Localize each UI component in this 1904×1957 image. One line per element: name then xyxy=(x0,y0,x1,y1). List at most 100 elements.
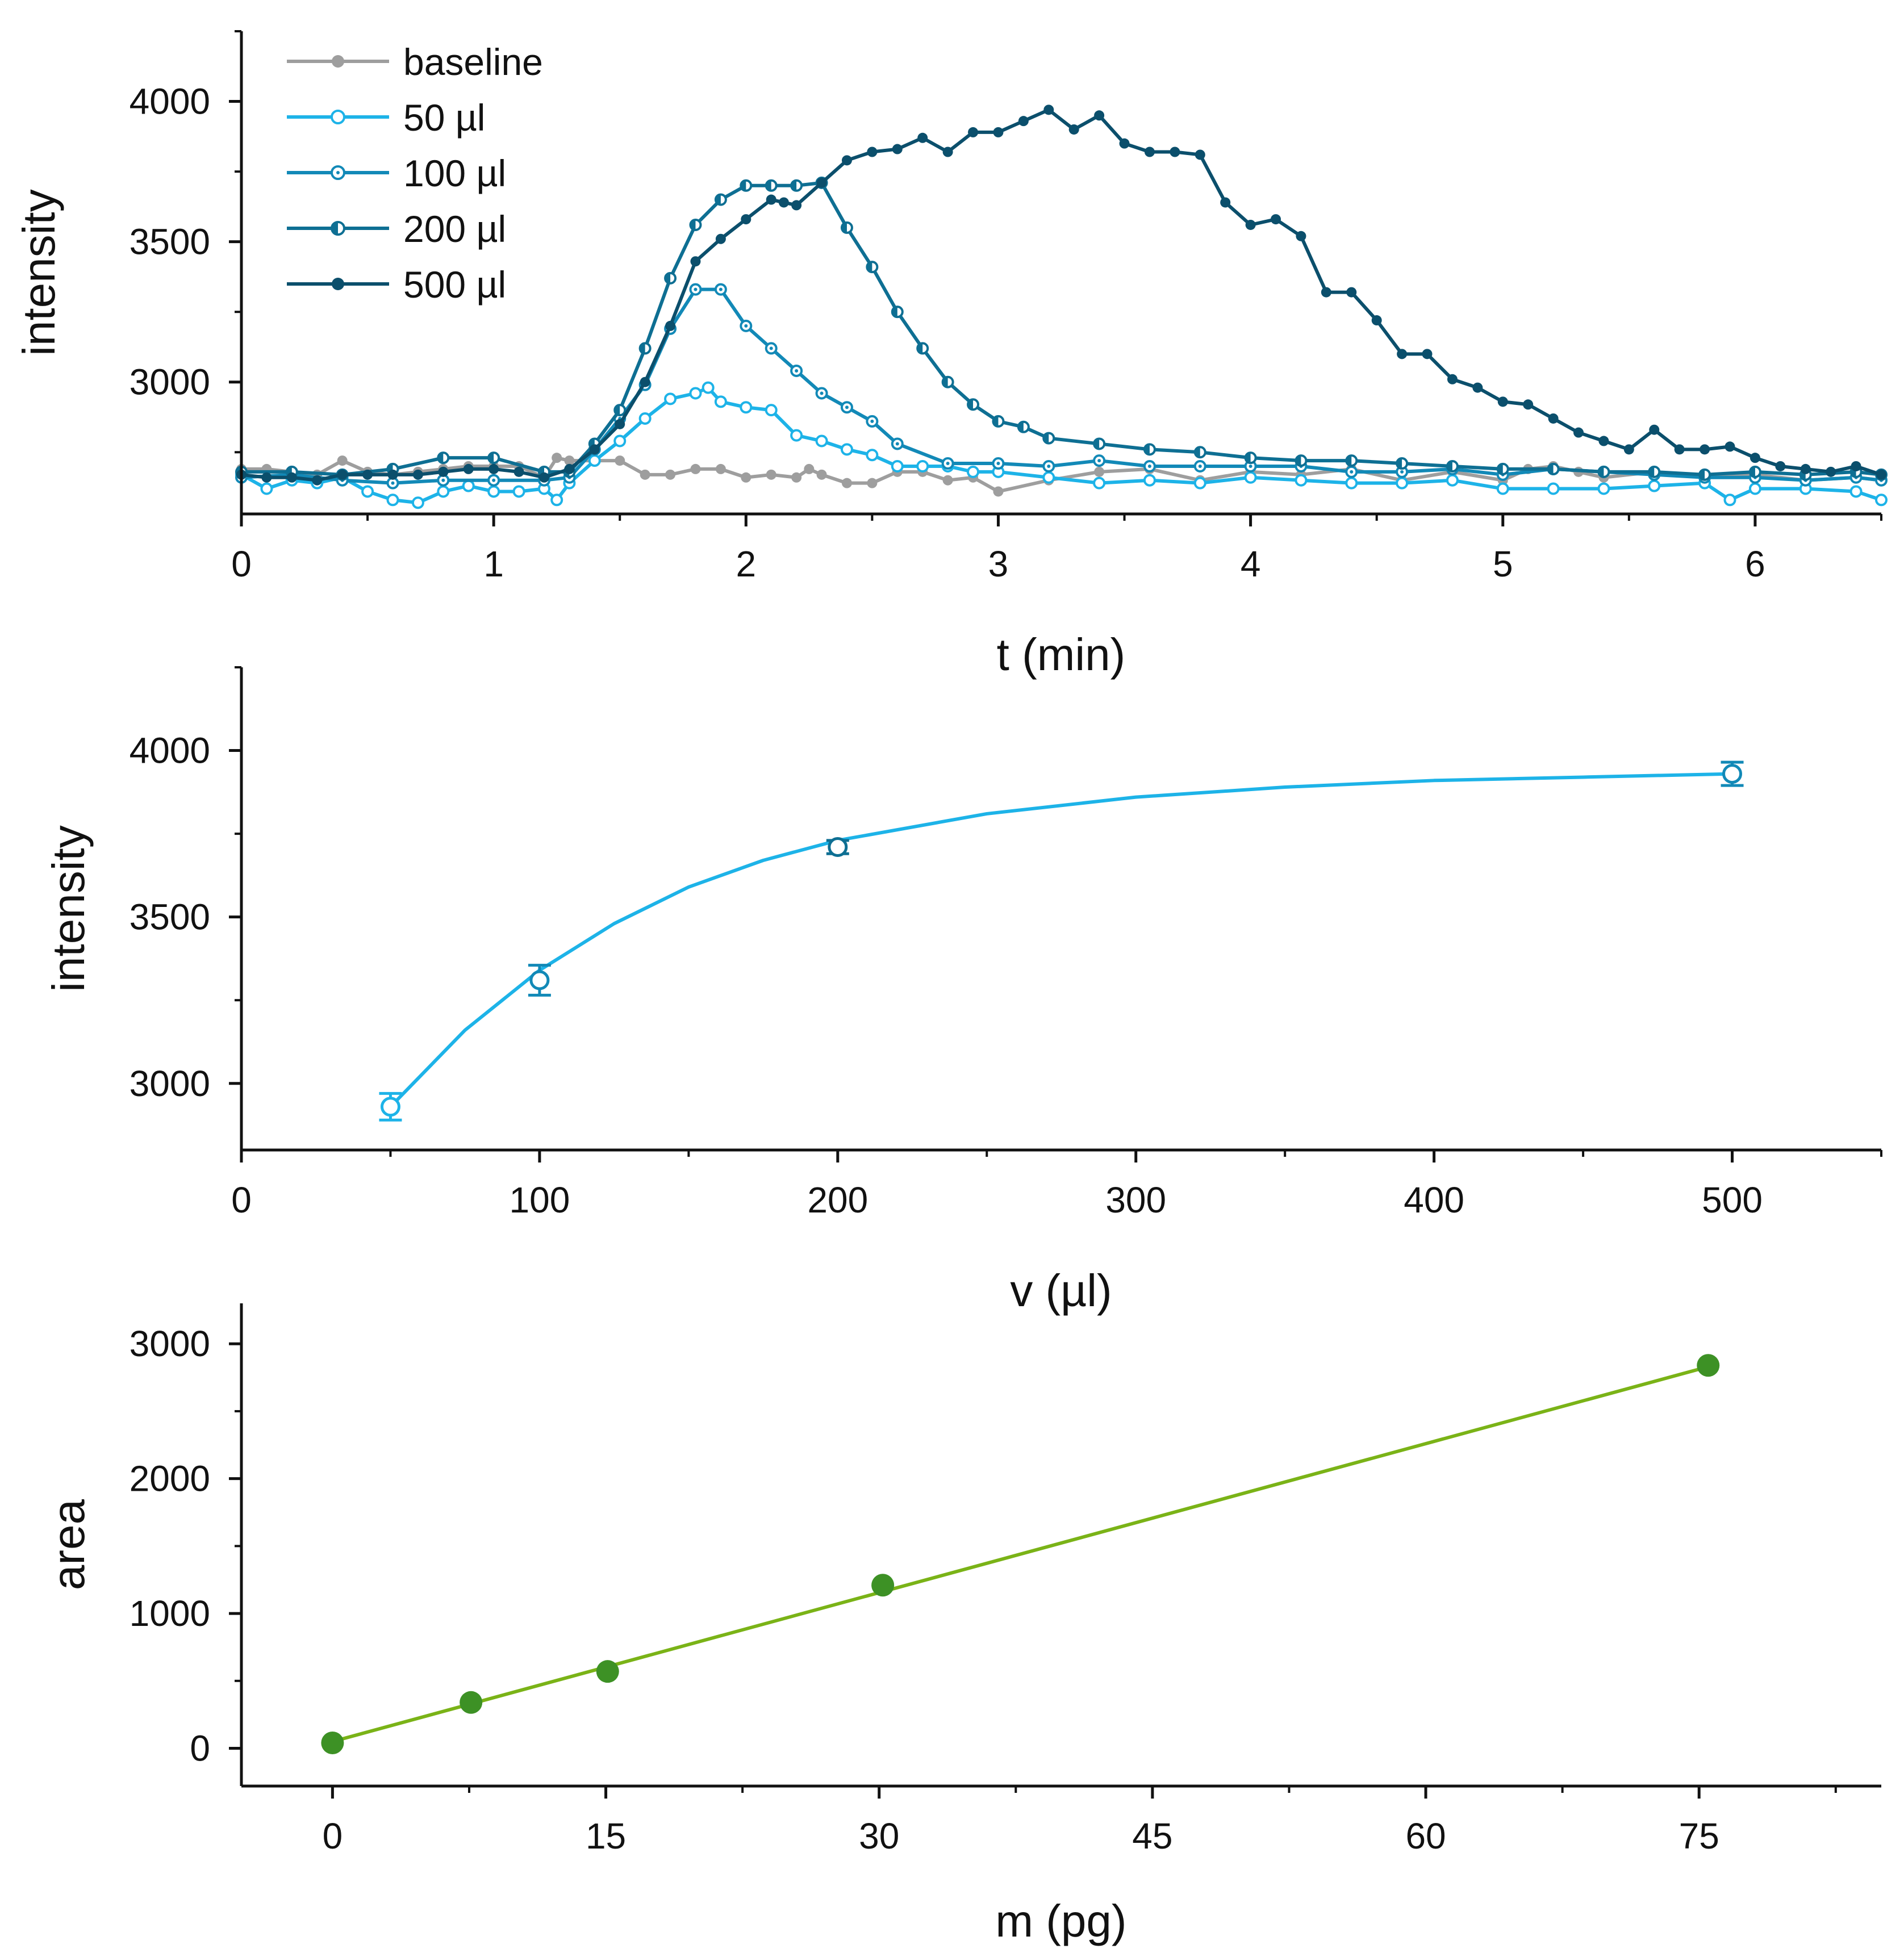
series-point-center xyxy=(946,462,950,466)
series-point xyxy=(1345,476,1358,490)
series-point xyxy=(1346,287,1357,298)
series-point xyxy=(337,455,348,466)
series-point-center xyxy=(744,324,748,328)
series-point xyxy=(1875,494,1888,507)
panel2-xtick-label: 300 xyxy=(1105,1180,1166,1220)
legend-label-1: 50 µl xyxy=(403,97,485,139)
series-point xyxy=(1422,349,1433,359)
series-point-half xyxy=(615,405,620,416)
series-point xyxy=(1749,453,1760,463)
series-point xyxy=(615,419,625,429)
series-point xyxy=(286,472,297,483)
panel3-ytick-label: 0 xyxy=(190,1728,210,1769)
series-point xyxy=(487,485,500,498)
series-point xyxy=(1245,219,1256,230)
series-point xyxy=(1649,424,1660,435)
panel-area-vs-mass: 0 15 30 45 60 75 0 1000 2000 3000 m (pg) area xyxy=(43,1303,1881,1946)
series-point-center xyxy=(1147,464,1151,468)
series-point xyxy=(1371,315,1382,326)
series-point xyxy=(690,256,701,267)
panel1-yticks: 3000 3500 4000 xyxy=(130,30,241,454)
fit-curve xyxy=(332,1365,1709,1743)
series-point xyxy=(690,463,701,474)
data-point xyxy=(828,837,848,858)
panel3-ytick-label: 2000 xyxy=(130,1458,210,1499)
series-point xyxy=(538,472,549,483)
panel2-ytick-label: 4000 xyxy=(130,730,210,771)
panel2-xtick-label: 200 xyxy=(807,1180,868,1220)
series-point xyxy=(816,469,827,480)
series-point-half xyxy=(1397,458,1402,469)
series-point-center xyxy=(1047,464,1051,468)
series-point-center xyxy=(441,478,445,482)
series-point xyxy=(488,463,499,474)
series-point-half xyxy=(1548,463,1554,474)
series-point xyxy=(1447,374,1458,384)
series-point xyxy=(702,381,715,394)
series-point xyxy=(866,449,879,462)
panel3-y-label: area xyxy=(43,1499,94,1590)
series-point xyxy=(1043,104,1054,115)
series-point xyxy=(867,147,878,157)
series-point xyxy=(438,466,449,477)
series-point xyxy=(1851,461,1861,471)
series-point xyxy=(1826,466,1836,477)
series-point xyxy=(1700,444,1710,455)
series-point xyxy=(615,455,625,466)
panel1-xticks: 0 1 2 3 4 5 6 xyxy=(231,514,1882,584)
fit-curve xyxy=(389,772,1732,1108)
data-point xyxy=(1697,1354,1720,1377)
series-point xyxy=(968,127,979,137)
series-point-half xyxy=(791,180,797,191)
panel3-plot xyxy=(321,1354,1720,1755)
series-point xyxy=(437,485,450,498)
series-point xyxy=(891,459,904,472)
series-point-center xyxy=(795,369,799,373)
series-point-half xyxy=(892,307,897,317)
series-point xyxy=(1446,474,1459,487)
series-point xyxy=(1042,471,1055,484)
series-point xyxy=(1472,382,1483,393)
panel2-ytick-label: 3000 xyxy=(130,1063,210,1104)
series-point xyxy=(1018,116,1029,127)
panel2-xtick-label: 0 xyxy=(231,1180,252,1220)
series-point xyxy=(1271,214,1281,225)
series-point-half xyxy=(640,343,645,354)
series-point xyxy=(1497,396,1508,407)
series-point-half xyxy=(1195,447,1200,458)
series-point xyxy=(1573,427,1584,438)
series-point xyxy=(816,177,827,188)
series-point-half xyxy=(1144,444,1150,455)
series-point xyxy=(993,127,1004,137)
panel3-x-label: m (pg) xyxy=(995,1896,1126,1946)
series-point xyxy=(1295,474,1308,487)
series-point-half xyxy=(1296,455,1301,466)
series-point xyxy=(462,479,475,492)
series-point xyxy=(1748,482,1761,495)
series-point xyxy=(1321,287,1331,298)
panel2-y-label: intensity xyxy=(43,825,94,992)
series-point xyxy=(613,434,627,448)
series-point xyxy=(993,486,1004,497)
series-point-center xyxy=(820,391,824,395)
series-point-half xyxy=(1245,453,1251,463)
panel-intensity-vs-volume: 0 100 200 300 400 500 3000 3500 4000 v (µl) int… xyxy=(43,666,1882,1316)
series-point-half xyxy=(715,194,721,205)
series-point xyxy=(867,478,878,488)
series-point xyxy=(1523,399,1534,410)
series-point xyxy=(765,404,778,417)
series-point xyxy=(740,401,753,414)
panel3-xtick-label: 75 xyxy=(1679,1816,1719,1856)
series-point-half xyxy=(968,399,974,410)
series-point xyxy=(361,485,374,498)
series-point xyxy=(512,485,525,498)
series-point-center xyxy=(1350,470,1354,474)
legend-label-2: 100 µl xyxy=(403,152,506,194)
panel3-yticks: 0 1000 2000 3000 xyxy=(130,1323,241,1769)
legend-label-0: baseline xyxy=(403,41,543,83)
series-point xyxy=(1296,231,1306,241)
series-point xyxy=(337,469,348,480)
series-point xyxy=(1496,482,1509,495)
series-point-half xyxy=(1043,433,1049,444)
series-point xyxy=(1220,197,1231,208)
